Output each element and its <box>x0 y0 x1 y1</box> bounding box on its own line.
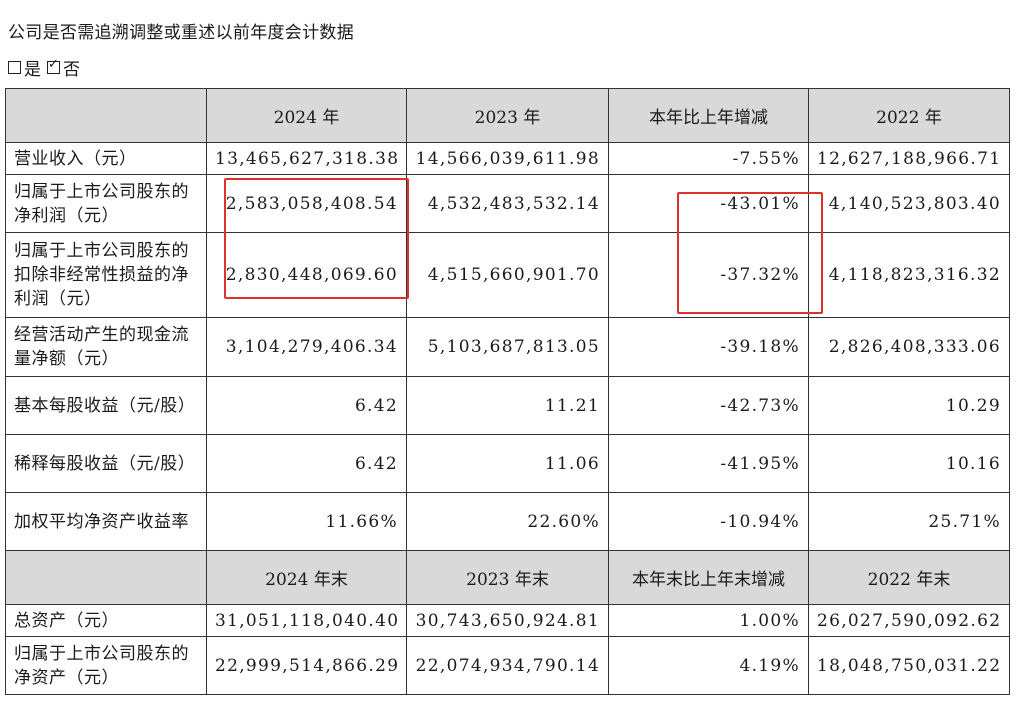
value-cell: 22,074,934,790.14 <box>406 636 609 695</box>
header-2024: 2024 年 <box>206 88 407 143</box>
change-cell: -37.32% <box>608 232 809 318</box>
header-2022: 2022 年 <box>808 88 1010 143</box>
header-row: 2024 年 2023 年 本年比上年增减 2022 年 <box>5 88 1010 143</box>
value-cell: 11.21 <box>406 376 609 435</box>
table-row: 归属于上市公司股东的净利润（元） 2,583,058,408.54 4,532,… <box>5 174 1010 233</box>
value-cell: 11.66% <box>206 492 407 551</box>
row-label: 总资产（元） <box>5 604 207 637</box>
row-label: 基本每股收益（元/股） <box>5 376 207 435</box>
row-label: 加权平均净资产收益率 <box>5 492 207 551</box>
option-no[interactable]: 否 <box>47 55 80 80</box>
value-cell: 6.42 <box>206 434 407 493</box>
value-cell: 2,830,448,069.60 <box>206 232 407 318</box>
options-group: 是 否 <box>8 55 86 80</box>
change-cell: 1.00% <box>608 604 809 637</box>
option-yes[interactable]: 是 <box>8 55 41 80</box>
table-row: 稀释每股收益（元/股） 6.42 11.06 -41.95% 10.16 <box>5 434 1010 493</box>
value-cell: 14,566,039,611.98 <box>406 142 609 175</box>
change-cell: -41.95% <box>608 434 809 493</box>
row-label: 归属于上市公司股东的净利润（元） <box>5 174 207 233</box>
header-2024-end: 2024 年末 <box>206 550 407 605</box>
value-cell: 5,103,687,813.05 <box>406 317 609 377</box>
row-label: 营业收入（元） <box>5 142 207 175</box>
value-cell: 31,051,118,040.40 <box>206 604 407 637</box>
table-row: 营业收入（元） 13,465,627,318.38 14,566,039,611… <box>5 142 1010 175</box>
value-cell: 4,118,823,316.32 <box>808 232 1010 318</box>
disclosure-question: 公司是否需追溯调整或重述以前年度会计数据 <box>8 23 354 43</box>
table-row: 总资产（元） 31,051,118,040.40 30,743,650,924.… <box>5 604 1010 637</box>
table-row: 加权平均净资产收益率 11.66% 22.60% -10.94% 25.71% <box>5 492 1010 551</box>
header-empty-cell <box>5 88 207 143</box>
checkbox-yes[interactable] <box>8 61 21 74</box>
financial-data-table: 2024 年 2023 年 本年比上年增减 2022 年 营业收入（元） 13,… <box>5 88 1010 695</box>
header-2022-end: 2022 年末 <box>808 550 1010 605</box>
value-cell: 13,465,627,318.38 <box>206 142 407 175</box>
value-cell: 2,826,408,333.06 <box>808 317 1010 377</box>
option-yes-label: 是 <box>24 60 41 80</box>
value-cell: 2,583,058,408.54 <box>206 174 407 233</box>
checkbox-no-checked[interactable] <box>47 57 60 74</box>
change-cell: -42.73% <box>608 376 809 435</box>
cutoff-text-line <box>0 712 1034 718</box>
value-cell: 10.16 <box>808 434 1010 493</box>
value-cell: 4,140,523,803.40 <box>808 174 1010 233</box>
table-row: 经营活动产生的现金流量净额（元） 3,104,279,406.34 5,103,… <box>5 317 1010 377</box>
value-cell: 30,743,650,924.81 <box>406 604 609 637</box>
change-cell: -43.01% <box>608 174 809 233</box>
option-no-label: 否 <box>63 60 80 80</box>
value-cell: 22.60% <box>406 492 609 551</box>
value-cell: 10.29 <box>808 376 1010 435</box>
value-cell: 22,999,514,866.29 <box>206 636 407 695</box>
value-cell: 26,027,590,092.62 <box>808 604 1010 637</box>
row-label: 经营活动产生的现金流量净额（元） <box>5 317 207 377</box>
value-cell: 4,532,483,532.14 <box>406 174 609 233</box>
table-row: 归属于上市公司股东的扣除非经常性损益的净利润（元） 2,830,448,069.… <box>5 232 1010 318</box>
value-cell: 11.06 <box>406 434 609 493</box>
header-yoy-change: 本年比上年增减 <box>608 88 809 143</box>
row-label: 归属于上市公司股东的净资产（元） <box>5 636 207 695</box>
change-cell: 4.19% <box>608 636 809 695</box>
value-cell: 25.71% <box>808 492 1010 551</box>
value-cell: 6.42 <box>206 376 407 435</box>
header2-empty-cell <box>5 550 207 605</box>
header-2023: 2023 年 <box>406 88 609 143</box>
change-cell: -7.55% <box>608 142 809 175</box>
header-2023-end: 2023 年末 <box>406 550 609 605</box>
row-label: 归属于上市公司股东的扣除非经常性损益的净利润（元） <box>5 232 207 318</box>
header-row-2: 2024 年末 2023 年末 本年末比上年末增减 2022 年末 <box>5 550 1010 605</box>
change-cell: -39.18% <box>608 317 809 377</box>
value-cell: 18,048,750,031.22 <box>808 636 1010 695</box>
header-year-end-change: 本年末比上年末增减 <box>608 550 809 605</box>
value-cell: 12,627,188,966.71 <box>808 142 1010 175</box>
table-row: 基本每股收益（元/股） 6.42 11.21 -42.73% 10.29 <box>5 376 1010 435</box>
row-label: 稀释每股收益（元/股） <box>5 434 207 493</box>
table-row: 归属于上市公司股东的净资产（元） 22,999,514,866.29 22,07… <box>5 636 1010 695</box>
value-cell: 3,104,279,406.34 <box>206 317 407 377</box>
change-cell: -10.94% <box>608 492 809 551</box>
value-cell: 4,515,660,901.70 <box>406 232 609 318</box>
